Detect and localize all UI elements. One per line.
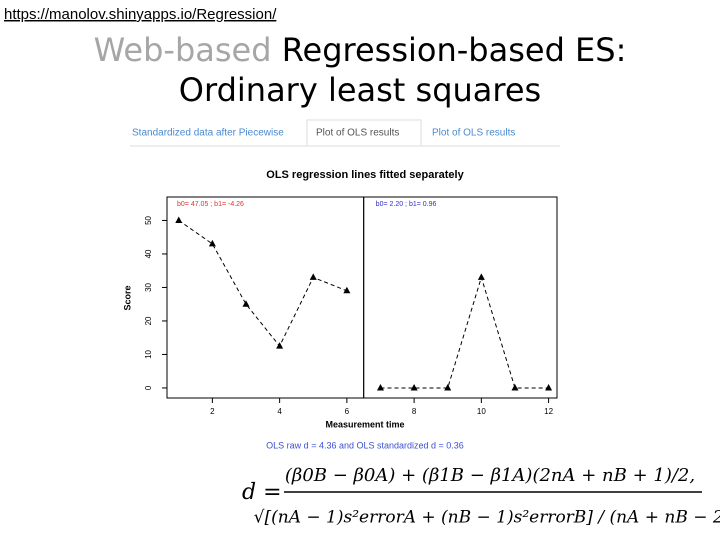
x-tick-label: 2: [210, 407, 215, 416]
active-tab: [306, 119, 422, 147]
tab[interactable]: Plot of OLS results: [316, 128, 399, 139]
annotation: b0= 2.20 ; b1= 0.96: [376, 201, 437, 208]
y-tick-label: 20: [144, 316, 153, 325]
annotation: b0= 47.05 ; b1= -4.26: [177, 201, 244, 208]
point: [376, 383, 384, 391]
y-tick-label: 10: [144, 349, 153, 358]
chart-title: OLS regression lines fitted separately: [266, 169, 464, 181]
formula-denominator: √[(nA − 1)s²errorA + (nB − 1)s²errorB] /…: [254, 508, 720, 528]
point: [477, 273, 485, 280]
title-gray: Web-based: [94, 31, 272, 69]
point: [208, 239, 216, 247]
formula-numerator: (β0B − β0A) + (β1B − β1A)(2nA + nB + 1)/…: [285, 465, 695, 486]
point: [242, 300, 250, 307]
point: [511, 383, 519, 391]
chart-subtitle: OLS raw d = 4.36 and OLS standardized d …: [266, 440, 464, 450]
x-tick-label: 6: [345, 407, 350, 416]
title-black: Regression-based ES:: [282, 31, 627, 69]
panel: [166, 196, 365, 399]
point: [276, 342, 284, 349]
data-line: [380, 275, 549, 389]
slide-title-line2: Ordinary least squares: [179, 71, 541, 109]
x-tick-label: 4: [277, 407, 282, 416]
x-tick-label: 10: [477, 407, 486, 416]
y-tick-label: 0: [144, 385, 153, 390]
tab[interactable]: Plot of OLS results: [432, 128, 515, 139]
x-axis-label: Measurement time: [325, 419, 404, 429]
x-tick-label: 8: [412, 407, 417, 416]
point: [444, 383, 452, 391]
data-line: [178, 220, 348, 348]
slide-title: Web-based Regression-based ES:: [94, 31, 627, 69]
y-axis-label: Score: [122, 285, 132, 310]
url-link[interactable]: https://manolov.shinyapps.io/Regression/: [4, 6, 277, 23]
tab[interactable]: Standardized data after Piecewise: [132, 128, 284, 139]
point: [545, 383, 553, 391]
x-tick-label: 12: [544, 407, 553, 416]
panel: [363, 196, 558, 399]
point: [343, 286, 351, 294]
point: [410, 383, 418, 391]
y-tick-label: 30: [144, 282, 153, 291]
formula-lhs: d =: [242, 480, 282, 505]
y-tick-label: 40: [144, 249, 153, 258]
point: [175, 216, 183, 223]
point: [309, 273, 317, 280]
y-tick-label: 50: [144, 215, 153, 224]
